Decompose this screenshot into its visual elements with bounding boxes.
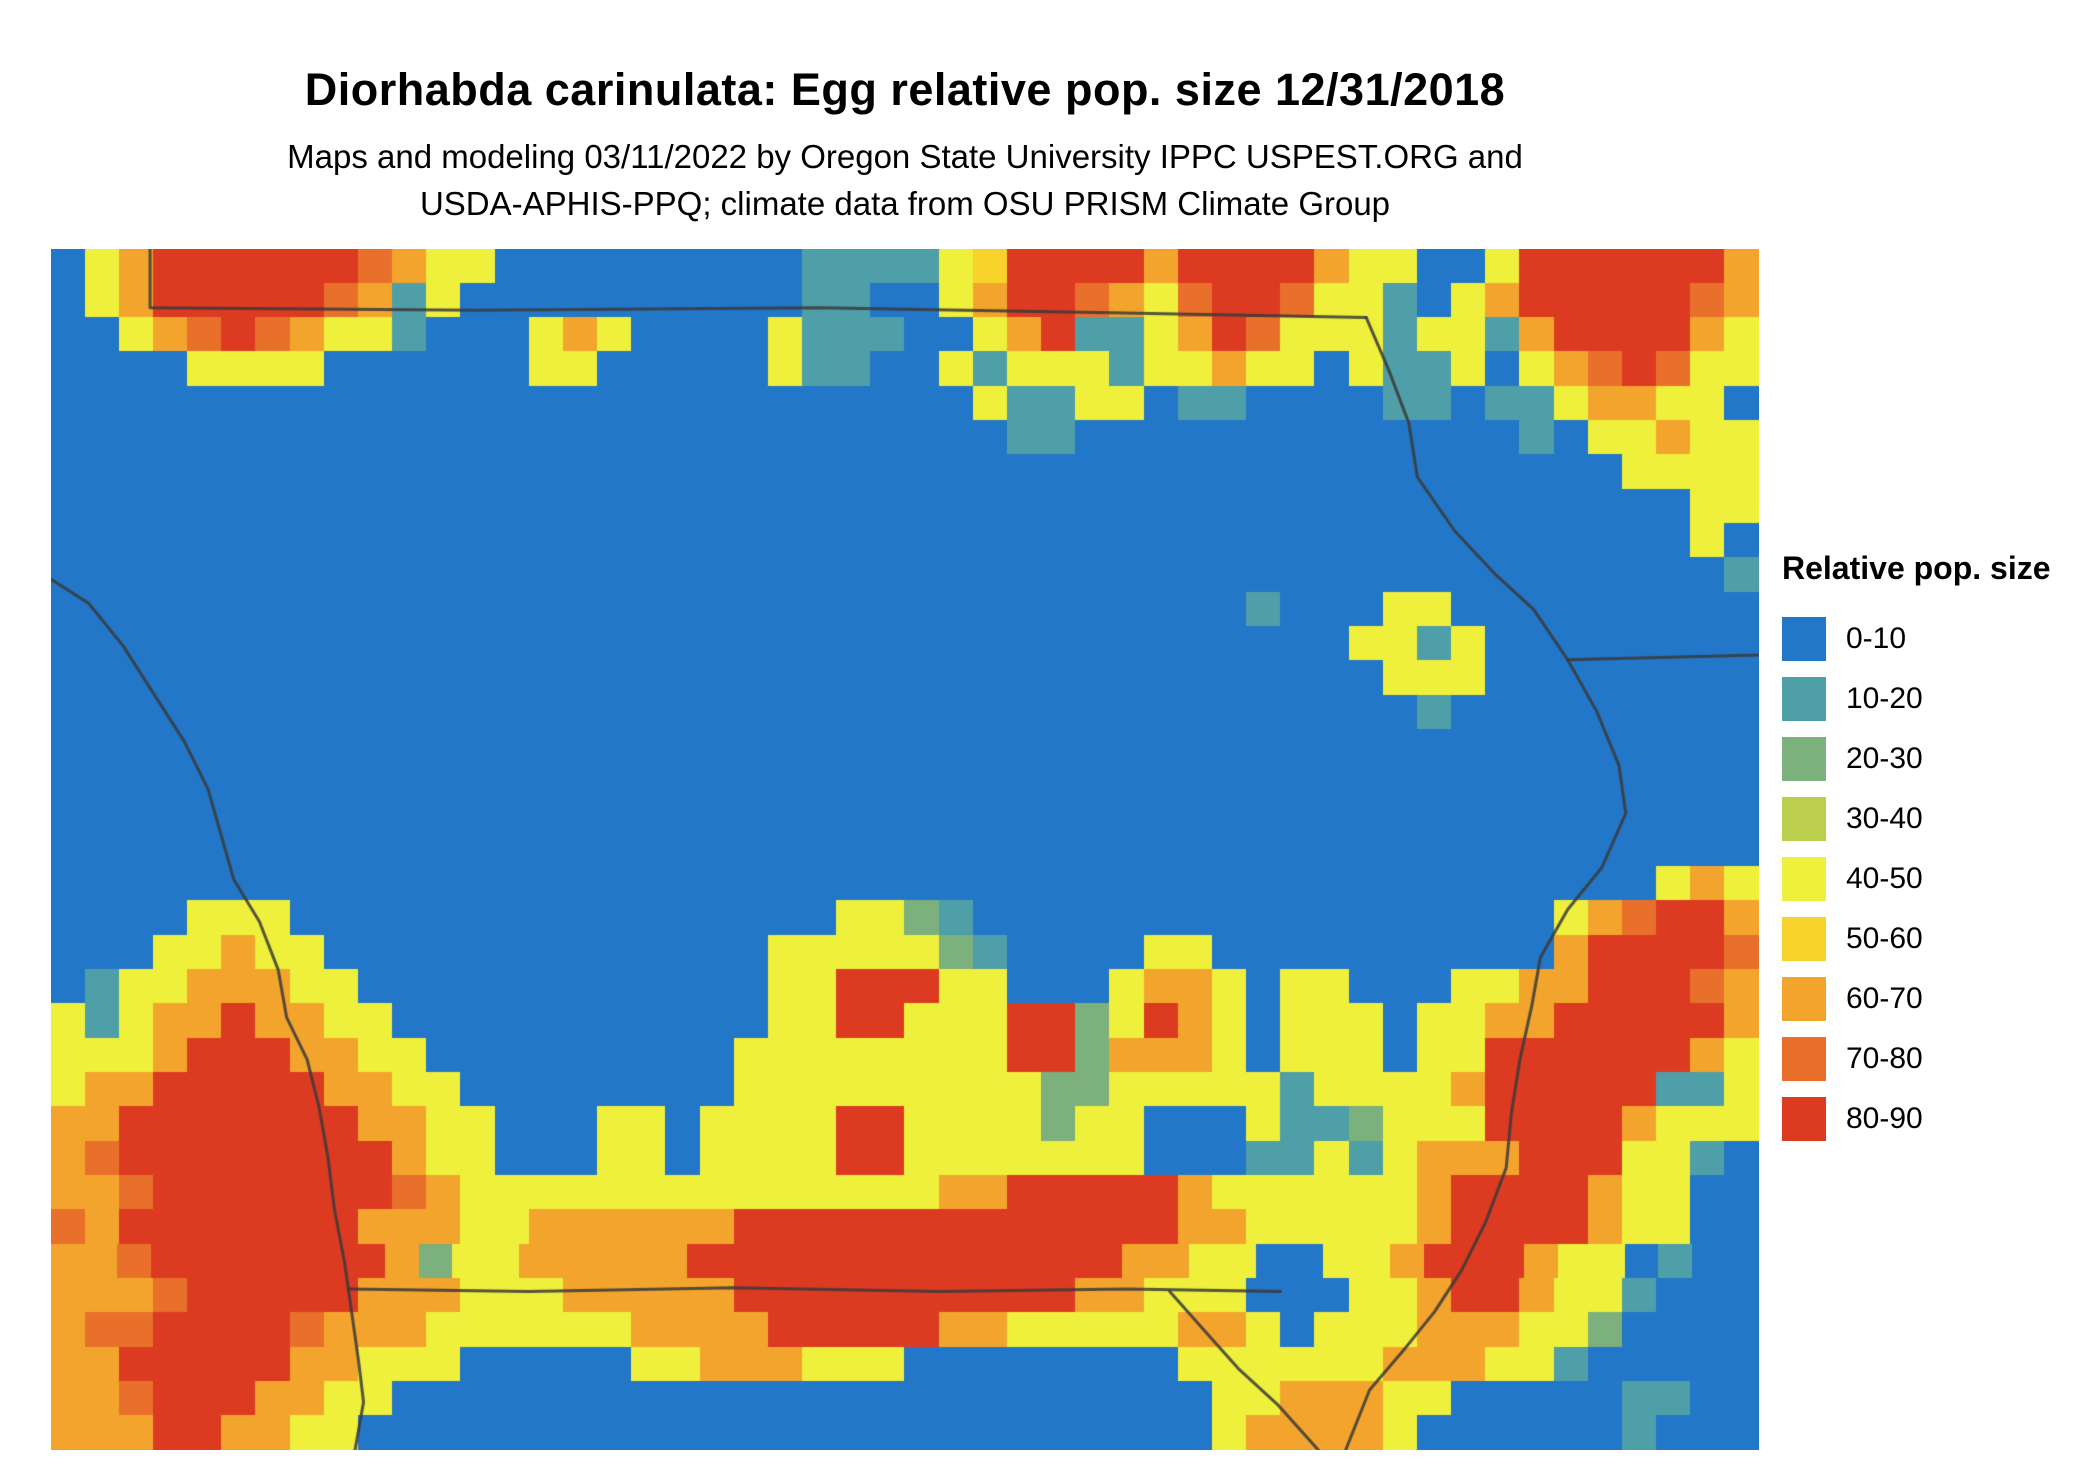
legend-entry: 20-30 [1782, 729, 2092, 789]
legend-entry: 70-80 [1782, 1029, 2092, 1089]
legend-entry: 0-10 [1782, 609, 2092, 669]
legend-entry: 30-40 [1782, 789, 2092, 849]
legend: Relative pop. size 0-10 10-20 20-30 30-40 40… [1782, 550, 2092, 1149]
legend-swatch [1782, 677, 1826, 721]
figure-subtitle: Maps and modeling 03/11/2022 by Oregon S… [51, 134, 1759, 228]
legend-swatch [1782, 1097, 1826, 1141]
map-raster-canvas [51, 249, 1759, 1450]
legend-label: 10-20 [1846, 682, 1923, 715]
legend-label: 70-80 [1846, 1042, 1923, 1075]
legend-swatch [1782, 617, 1826, 661]
legend-label: 30-40 [1846, 802, 1923, 835]
figure-title: Diorhabda carinulata: Egg relative pop. … [304, 64, 1506, 115]
legend-label: 80-90 [1846, 1102, 1923, 1135]
legend-swatch [1782, 737, 1826, 781]
legend-entry: 60-70 [1782, 969, 2092, 1029]
figure-subtitle-line1: Maps and modeling 03/11/2022 by Oregon S… [287, 138, 1523, 175]
figure-subtitle-line2: USDA-APHIS-PPQ; climate data from OSU PR… [419, 184, 1391, 222]
legend-entry: 80-90 [1782, 1089, 2092, 1149]
legend-entry: 40-50 [1782, 849, 2092, 909]
legend-swatch [1782, 797, 1826, 841]
legend-swatch [1782, 917, 1826, 961]
legend-label: 0-10 [1846, 622, 1907, 655]
legend-label: 40-50 [1846, 862, 1923, 895]
legend-entry: 50-60 [1782, 909, 2092, 969]
legend-label: 60-70 [1846, 982, 1923, 1015]
legend-entries: 0-10 10-20 20-30 30-40 40-50 50-60 60-70 70-80 8… [1782, 609, 2092, 1149]
map [51, 249, 1759, 1450]
legend-label: 20-30 [1846, 742, 1923, 775]
legend-swatch [1782, 977, 1826, 1021]
legend-entry: 10-20 [1782, 669, 2092, 729]
legend-label: 50-60 [1846, 922, 1923, 955]
legend-swatch [1782, 857, 1826, 901]
legend-title: Relative pop. size [1782, 550, 2051, 586]
legend-swatch [1782, 1037, 1826, 1081]
